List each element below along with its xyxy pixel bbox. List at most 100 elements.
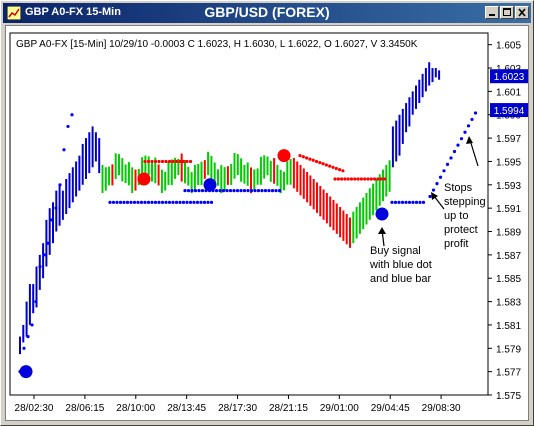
stop-dot (263, 189, 268, 193)
stop-dot (463, 130, 467, 134)
stop-dot (225, 189, 229, 193)
stop-dot (308, 157, 312, 161)
stop-dot (456, 143, 460, 147)
stop-dot (435, 182, 439, 186)
stop-dot (379, 177, 383, 181)
stop-dot (34, 299, 38, 304)
window-label: GBP A0-FX 15-Min (25, 6, 121, 18)
stop-dot (305, 156, 309, 160)
x-tick-label: 29/08:30 (422, 403, 461, 414)
maximize-icon (503, 8, 511, 16)
stop-dot (356, 177, 360, 181)
stop-dot (50, 218, 54, 222)
stop-dot (183, 189, 187, 193)
annotation-buy-signal: Buy signal (370, 245, 421, 257)
stop-dot (274, 189, 278, 193)
stop-dot (331, 165, 335, 169)
stop-dot (390, 200, 394, 204)
x-tick-label: 28/17:30 (218, 403, 257, 414)
stop-dot (118, 200, 123, 204)
y-tick-label: 1.595 (496, 157, 521, 168)
signal-dot (203, 178, 217, 192)
stop-dot (70, 113, 74, 117)
maximize-button[interactable] (500, 6, 514, 19)
stop-dot (270, 189, 275, 193)
stop-dot (321, 162, 325, 166)
stop-dot (132, 200, 137, 204)
close-icon (518, 8, 526, 17)
y-tick-label: 1.605 (496, 41, 521, 52)
y-axis: 1.6051.6031.6011.5991.5971.5951.5931.591… (488, 41, 521, 402)
stop-dot (193, 189, 198, 193)
stop-dot (38, 264, 42, 269)
stop-dot (359, 177, 363, 181)
stop-dot (139, 200, 144, 204)
stop-dot (181, 200, 186, 204)
close-button[interactable] (515, 6, 529, 19)
stop-dot (171, 200, 175, 204)
stop-dot (160, 200, 165, 204)
price-tag (490, 69, 528, 84)
price-tag-label: 1.5994 (494, 106, 525, 117)
stop-dot (153, 159, 158, 164)
stop-dot (328, 164, 332, 168)
price-tag-label: 1.6023 (494, 72, 525, 83)
stop-dot (62, 148, 66, 152)
chart-area: GBP A0-FX [15-Min] 10/29/10 -0.0003 C 1.… (5, 25, 529, 421)
y-tick-label: 1.593 (496, 181, 521, 192)
price-tag (490, 103, 528, 118)
window-title: GBP/USD (FOREX) (204, 4, 330, 20)
stop-dot (108, 200, 112, 204)
signal-dots (19, 149, 389, 379)
stop-dot (246, 189, 250, 193)
stop-dot (167, 200, 172, 204)
x-tick-label: 28/06:15 (65, 403, 104, 414)
stop-dot (122, 200, 126, 204)
stop-dot (181, 159, 186, 164)
stop-dot (298, 154, 302, 158)
y-tick-label: 1.597 (496, 134, 521, 145)
stop-dot (249, 189, 254, 193)
x-tick-label: 28/13:45 (167, 403, 206, 414)
price-chart: GBP A0-FX [15-Min] 10/29/10 -0.0003 C 1.… (9, 32, 528, 414)
stop-dot (185, 159, 189, 164)
stop-dot (22, 346, 26, 350)
stop-dot (346, 177, 350, 181)
annotation-buy-signal: and blue bar (370, 273, 431, 285)
stop-dot (46, 241, 50, 245)
stop-dot (239, 189, 243, 193)
stop-dot (376, 177, 380, 181)
stop-dot (336, 177, 340, 181)
stop-dot (150, 159, 154, 164)
y-tick-label: 1.583 (496, 298, 521, 309)
arrow-head (431, 192, 438, 200)
annotation-stops: profit (444, 238, 468, 250)
stop-dot (42, 253, 46, 257)
signal-dot (19, 365, 33, 379)
stop-dot (366, 177, 370, 181)
stop-dot (407, 200, 412, 204)
stop-dot (232, 189, 236, 193)
title-bar[interactable]: GBP A0-FX 15-Min GBP/USD (FOREX) (3, 3, 531, 23)
y-tick-label: 1.591 (496, 204, 521, 215)
arrow-head (466, 136, 473, 144)
stop-dot (340, 177, 344, 181)
stop-dot (393, 200, 398, 204)
stop-dot (421, 200, 426, 204)
arrow-head (378, 227, 386, 234)
stop-dot (411, 200, 415, 204)
minimize-button[interactable] (485, 6, 499, 19)
stop-dot (260, 189, 264, 193)
stop-dot (153, 200, 158, 204)
stop-dot (164, 159, 168, 164)
stop-dot (143, 200, 147, 204)
y-tick-label: 1.577 (496, 368, 521, 379)
chart-app-icon (7, 6, 21, 20)
stop-dot (188, 159, 193, 164)
stop-dot (452, 149, 457, 154)
stop-dot (256, 189, 261, 193)
stop-dot (167, 159, 172, 164)
stop-dot (334, 166, 338, 171)
stop-dot (353, 177, 357, 181)
